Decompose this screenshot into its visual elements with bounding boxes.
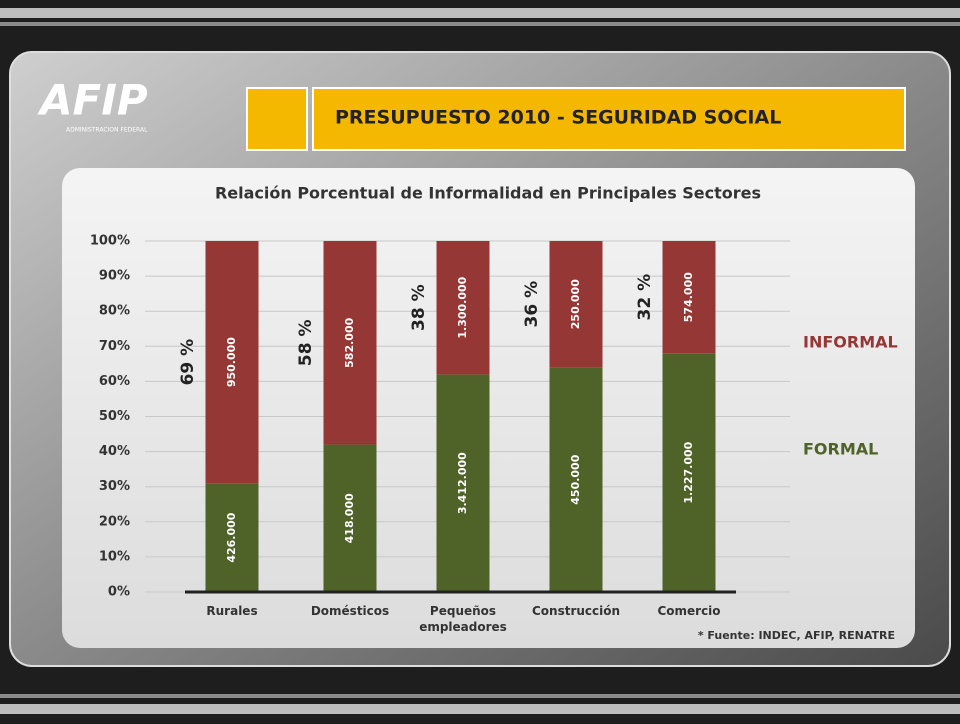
x-tick-label: Pequeños empleadores (419, 604, 507, 634)
bar-segment (323, 241, 377, 445)
y-tick-label: 100% (90, 234, 130, 249)
legend-entry: INFORMAL (803, 333, 898, 352)
y-tick-label: 0% (108, 585, 130, 600)
bar-segment (549, 241, 603, 368)
segment-label: 582.000 (343, 317, 356, 367)
title-box (246, 87, 308, 151)
chart-title: Relación Porcentual de Informalidad en P… (215, 184, 761, 203)
bar-segment (662, 241, 716, 354)
stripe (0, 704, 960, 714)
title-bar (312, 87, 906, 151)
bar-segment (436, 241, 490, 375)
bar-segment (436, 374, 490, 592)
y-tick-label: 60% (99, 374, 130, 389)
x-tick-label: Rurales (206, 604, 258, 618)
share-label: 38 % (409, 284, 429, 331)
bar-segment (323, 444, 377, 592)
logo-sub: ADMINISTRACION FEDERAL (66, 127, 148, 134)
bar-segment (205, 483, 259, 592)
source: * Fuente: INDEC, AFIP, RENATRE (698, 629, 895, 642)
stripe (0, 694, 960, 698)
y-tick-label: 50% (99, 409, 130, 424)
bar-segment (549, 367, 603, 592)
x-tick-label: Construcción (531, 604, 621, 618)
bar-segment (662, 353, 716, 592)
segment-label: 418.000 (343, 493, 356, 543)
x-tick-label: Comercio (657, 604, 721, 618)
segment-label: 574.000 (682, 272, 695, 322)
stripe (0, 8, 960, 18)
share-label: 58 % (296, 319, 316, 366)
y-tick-label: 90% (99, 269, 130, 284)
share-label: 36 % (522, 281, 542, 328)
logo: AFIP (37, 76, 148, 125)
segment-label: 3.412.000 (456, 452, 469, 514)
y-tick-label: 80% (99, 304, 130, 319)
y-tick-label: 10% (99, 549, 130, 564)
share-label: 69 % (178, 339, 198, 386)
x-tick-label: Domésticos (310, 604, 390, 618)
segment-label: 950.000 (225, 337, 238, 387)
stripe (0, 22, 960, 26)
share-label: 32 % (635, 274, 655, 321)
y-tick-label: 70% (99, 339, 130, 354)
segment-label: 1.300.000 (456, 276, 469, 338)
y-tick-label: 20% (99, 514, 130, 529)
y-tick-label: 40% (99, 444, 130, 459)
slide-title: PRESUPUESTO 2010 - SEGURIDAD SOCIAL (335, 107, 781, 129)
legend-entry: FORMAL (803, 440, 878, 459)
segment-label: 426.000 (225, 512, 238, 562)
y-tick-label: 30% (99, 479, 130, 494)
segment-label: 450.000 (569, 454, 582, 504)
segment-label: 250.000 (569, 279, 582, 329)
bar-segment (205, 241, 259, 484)
segment-label: 1.227.000 (682, 441, 695, 503)
